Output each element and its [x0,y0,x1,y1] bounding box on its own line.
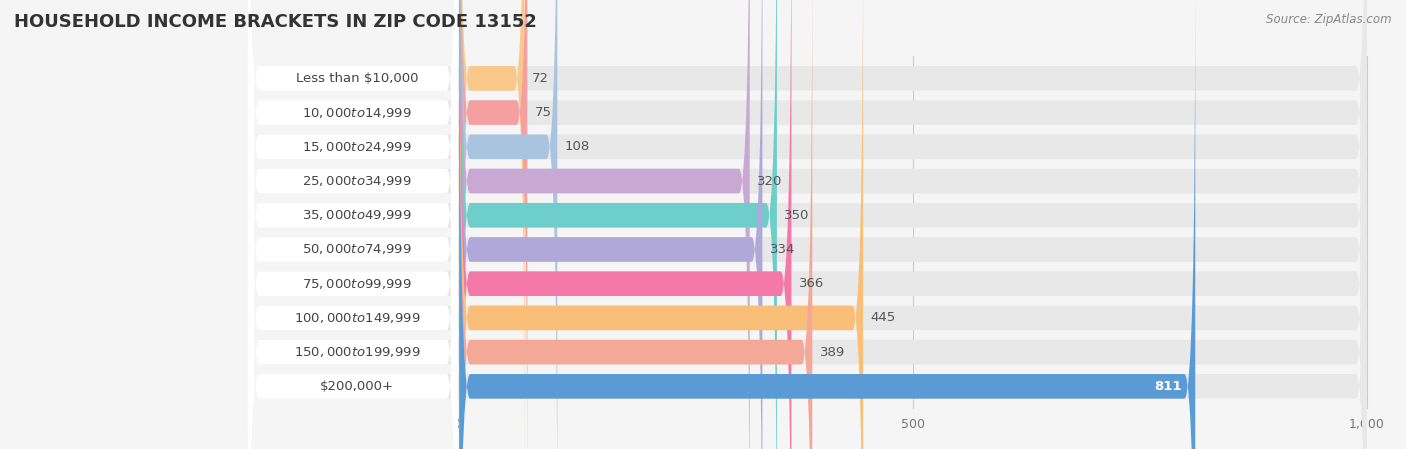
Text: $75,000 to $99,999: $75,000 to $99,999 [302,277,412,291]
Text: 108: 108 [565,140,591,153]
FancyBboxPatch shape [247,0,457,449]
FancyBboxPatch shape [247,0,1367,449]
FancyBboxPatch shape [247,0,1367,449]
Text: 445: 445 [870,312,896,325]
FancyBboxPatch shape [247,0,1367,449]
Text: Less than $10,000: Less than $10,000 [295,72,418,85]
FancyBboxPatch shape [247,0,1367,449]
FancyBboxPatch shape [247,0,1367,449]
Text: $150,000 to $199,999: $150,000 to $199,999 [294,345,420,359]
FancyBboxPatch shape [247,0,457,449]
Text: 811: 811 [1154,380,1181,393]
Text: 389: 389 [820,346,845,359]
FancyBboxPatch shape [247,0,457,449]
Text: Source: ZipAtlas.com: Source: ZipAtlas.com [1267,13,1392,26]
FancyBboxPatch shape [460,0,524,449]
Text: 320: 320 [756,175,782,188]
FancyBboxPatch shape [247,0,457,449]
FancyBboxPatch shape [247,0,457,449]
Text: 72: 72 [531,72,548,85]
FancyBboxPatch shape [247,0,1367,449]
FancyBboxPatch shape [460,0,863,449]
FancyBboxPatch shape [247,0,1367,449]
Text: 75: 75 [534,106,551,119]
FancyBboxPatch shape [460,0,762,449]
FancyBboxPatch shape [460,0,778,449]
FancyBboxPatch shape [247,0,457,449]
Text: $10,000 to $14,999: $10,000 to $14,999 [302,106,412,119]
FancyBboxPatch shape [460,0,813,449]
Text: $35,000 to $49,999: $35,000 to $49,999 [302,208,412,222]
Text: 334: 334 [769,243,794,256]
FancyBboxPatch shape [247,0,457,449]
Text: HOUSEHOLD INCOME BRACKETS IN ZIP CODE 13152: HOUSEHOLD INCOME BRACKETS IN ZIP CODE 13… [14,13,537,31]
FancyBboxPatch shape [460,0,792,449]
FancyBboxPatch shape [460,0,557,449]
FancyBboxPatch shape [247,0,457,449]
FancyBboxPatch shape [247,0,457,449]
Text: 350: 350 [785,209,810,222]
FancyBboxPatch shape [247,0,457,449]
FancyBboxPatch shape [460,0,527,449]
Text: $15,000 to $24,999: $15,000 to $24,999 [302,140,412,154]
Text: $200,000+: $200,000+ [321,380,394,393]
Text: 366: 366 [799,277,824,290]
Text: $25,000 to $34,999: $25,000 to $34,999 [302,174,412,188]
FancyBboxPatch shape [460,0,1195,449]
FancyBboxPatch shape [460,0,749,449]
FancyBboxPatch shape [247,0,1367,449]
FancyBboxPatch shape [247,0,1367,449]
Text: $50,000 to $74,999: $50,000 to $74,999 [302,242,412,256]
FancyBboxPatch shape [247,0,1367,449]
Text: $100,000 to $149,999: $100,000 to $149,999 [294,311,420,325]
